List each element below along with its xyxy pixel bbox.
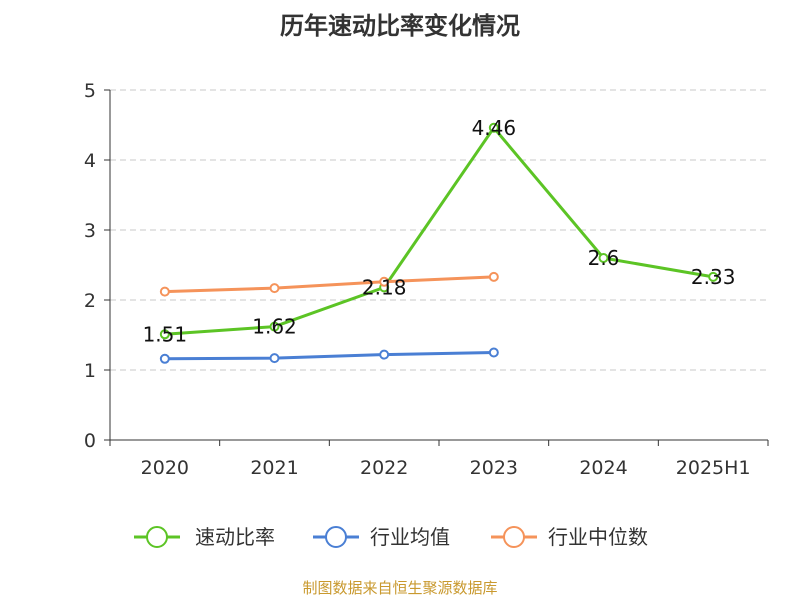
data-point: [488, 271, 499, 282]
series-line-3: [164, 275, 494, 294]
y-tick-label: 0: [84, 430, 96, 452]
data-point: [269, 353, 280, 364]
data-label: 2.6: [588, 246, 620, 270]
y-tick-label: 2: [84, 290, 96, 312]
series-line-1: [164, 126, 714, 336]
grid-lines: [110, 89, 768, 371]
legend-item-2[interactable]: 行业均值: [313, 525, 450, 549]
y-tick-label: 3: [84, 220, 96, 242]
data-point: [159, 286, 170, 297]
data-point: [488, 122, 499, 133]
data-point: [269, 283, 280, 294]
legend-label: 行业中位数: [548, 525, 648, 549]
x-tick-label: 2020: [141, 457, 189, 479]
data-point: [159, 353, 170, 364]
series-line-2: [164, 351, 494, 361]
y-tick-label: 5: [84, 80, 96, 102]
legend-label: 速动比率: [195, 525, 275, 549]
legend-swatch-marker: [146, 526, 168, 548]
x-tick-label: 2025H1: [676, 457, 751, 479]
x-tick-label: 2023: [470, 457, 518, 479]
data-point: [708, 271, 719, 282]
data-point: [488, 347, 499, 358]
legend-label: 行业均值: [370, 525, 450, 549]
legend-swatch-marker: [503, 526, 525, 548]
x-tick-label: 2024: [579, 457, 627, 479]
data-label: 1.51: [143, 322, 188, 346]
series-lines: [159, 122, 719, 364]
data-label: 1.62: [252, 315, 297, 339]
data-point: [379, 349, 390, 360]
legend: 速动比率 行业均值 行业中位数: [134, 525, 648, 549]
legend-swatch-marker: [325, 526, 347, 548]
data-labels: 1.51 1.62 2.18 4.46 2.6 2.33: [143, 116, 736, 346]
chart-title: 历年速动比率变化情况: [280, 12, 520, 40]
y-tick-label: 1: [84, 360, 96, 382]
x-tick-label: 2022: [360, 457, 408, 479]
data-label: 4.46: [472, 116, 517, 140]
axes: 0 1 2 3 4 5 2020 2021 2022 2023 2024 2025H1: [84, 80, 769, 479]
data-point: [159, 329, 170, 340]
data-label: 2.18: [362, 275, 407, 299]
y-tick-label: 4: [84, 150, 96, 172]
data-label: 2.33: [691, 265, 736, 289]
data-point: [379, 276, 390, 287]
legend-item-1[interactable]: 速动比率: [134, 525, 275, 549]
source-note: 制图数据来自恒生聚源数据库: [302, 579, 498, 597]
data-point: [269, 321, 280, 332]
legend-item-3[interactable]: 行业中位数: [491, 525, 648, 549]
x-tick-label: 2021: [250, 457, 298, 479]
data-point: [598, 253, 609, 263]
